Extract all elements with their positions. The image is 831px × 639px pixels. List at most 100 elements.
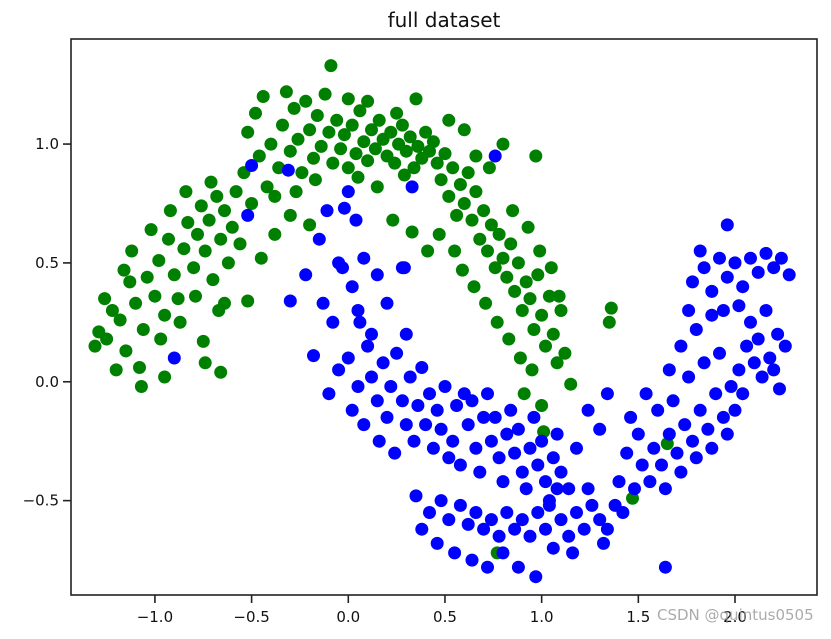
scatter-point-blue bbox=[740, 339, 754, 353]
scatter-point-blue bbox=[693, 403, 707, 417]
scatter-point-blue bbox=[519, 482, 533, 496]
chart-title: full dataset bbox=[387, 8, 501, 32]
scatter-point-blue bbox=[593, 513, 607, 527]
scatter-point-blue bbox=[426, 441, 440, 455]
scatter-point-green bbox=[105, 304, 119, 317]
scatter-point-green bbox=[455, 263, 469, 277]
scatter-point-blue bbox=[682, 304, 696, 317]
scatter-point-blue bbox=[361, 339, 375, 353]
scatter-point-blue bbox=[332, 363, 346, 377]
scatter-point-green bbox=[353, 104, 367, 118]
scatter-point-blue bbox=[409, 489, 423, 503]
scatter-point-blue bbox=[515, 513, 529, 527]
scatter-point-blue bbox=[771, 327, 785, 341]
scatter-point-green bbox=[421, 244, 435, 258]
scatter-point-green bbox=[119, 344, 133, 358]
scatter-point-blue bbox=[658, 560, 672, 574]
scatter-point-green bbox=[299, 94, 313, 108]
scatter-point-blue bbox=[616, 506, 630, 519]
scatter-point-blue bbox=[442, 451, 456, 465]
scatter-point-green bbox=[419, 125, 433, 139]
scatter-point-green bbox=[167, 268, 181, 282]
scatter-point-blue bbox=[484, 513, 498, 527]
scatter-point-green bbox=[426, 135, 440, 149]
scatter-point-green bbox=[506, 204, 520, 218]
scatter-point-blue bbox=[376, 356, 390, 370]
scatter-point-blue bbox=[403, 370, 417, 384]
scatter-point-green bbox=[535, 399, 549, 412]
scatter-point-blue bbox=[492, 529, 506, 543]
scatter-point-blue bbox=[423, 387, 436, 401]
scatter-point-green bbox=[214, 232, 228, 246]
scatter-point-blue bbox=[658, 482, 672, 496]
scatter-point-blue bbox=[662, 427, 676, 441]
x-tick-label: 0.0 bbox=[336, 608, 360, 626]
scatter-point-green bbox=[511, 256, 525, 270]
scatter-point-green bbox=[345, 118, 359, 132]
scatter-point-blue bbox=[523, 441, 537, 455]
scatter-point-blue bbox=[399, 418, 413, 432]
scatter-point-green bbox=[322, 125, 336, 139]
scatter-point-green bbox=[504, 237, 518, 251]
x-tick-label: 1.0 bbox=[530, 608, 554, 626]
scatter-point-blue bbox=[316, 296, 330, 310]
scatter-point-green bbox=[144, 223, 158, 237]
x-tick-label: −0.5 bbox=[233, 608, 269, 626]
scatter-point-blue bbox=[539, 475, 552, 489]
scatter-point-blue bbox=[365, 327, 378, 341]
scatter-point-green bbox=[430, 156, 444, 170]
scatter-point-green bbox=[276, 118, 289, 132]
x-tick-label: 0.5 bbox=[433, 608, 457, 626]
scatter-point-green bbox=[330, 113, 344, 127]
scatter-point-blue bbox=[312, 232, 326, 246]
scatter-point-blue bbox=[751, 332, 765, 346]
scatter-point-green bbox=[550, 356, 564, 370]
scatter-point-blue bbox=[496, 546, 510, 560]
scatter-point-blue bbox=[388, 446, 402, 460]
scatter-point-blue bbox=[585, 498, 599, 512]
scatter-point-blue bbox=[705, 284, 719, 298]
scatter-point-green bbox=[490, 315, 504, 329]
scatter-point-blue bbox=[678, 418, 692, 432]
scatter-point-blue bbox=[597, 536, 610, 550]
scatter-point-green bbox=[370, 180, 384, 194]
scatter-point-blue bbox=[759, 304, 773, 317]
scatter-point-blue bbox=[720, 218, 734, 232]
scatter-point-green bbox=[196, 334, 210, 348]
scatter-point-blue bbox=[674, 465, 688, 479]
scatter-point-green bbox=[140, 270, 154, 284]
scatter-point-blue bbox=[415, 361, 429, 374]
scatter-point-green bbox=[384, 125, 398, 139]
scatter-point-green bbox=[527, 323, 541, 336]
scatter-point-green bbox=[202, 213, 216, 227]
scatter-point-blue bbox=[508, 522, 522, 536]
scatter-point-blue bbox=[349, 213, 363, 227]
scatter-point-green bbox=[295, 166, 309, 180]
scatter-point-blue bbox=[245, 159, 259, 172]
scatter-point-blue bbox=[759, 246, 773, 260]
scatter-point-green bbox=[245, 197, 259, 210]
scatter-point-blue bbox=[716, 410, 730, 424]
scatter-point-green bbox=[225, 220, 239, 234]
scatter-point-green bbox=[287, 101, 301, 115]
scatter-point-blue bbox=[395, 394, 409, 408]
scatter-point-green bbox=[351, 170, 365, 184]
scatter-point-blue bbox=[461, 517, 475, 531]
scatter-point-blue bbox=[767, 261, 781, 275]
scatter-point-blue bbox=[639, 387, 653, 401]
scatter-point-blue bbox=[554, 513, 568, 527]
scatter-point-green bbox=[434, 173, 448, 187]
scatter-point-blue bbox=[531, 458, 545, 472]
scatter-point-green bbox=[432, 227, 446, 241]
scatter-point-green bbox=[372, 113, 386, 127]
scatter-point-blue bbox=[686, 275, 699, 289]
scatter-point-green bbox=[521, 220, 535, 234]
scatter-point-green bbox=[279, 85, 293, 99]
scatter-point-blue bbox=[450, 399, 464, 412]
scatter-point-green bbox=[314, 139, 328, 153]
scatter-point-blue bbox=[705, 308, 719, 322]
scatter-point-green bbox=[163, 204, 177, 218]
scatter-point-blue bbox=[774, 251, 788, 265]
scatter-point-green bbox=[189, 289, 202, 303]
scatter-point-blue bbox=[523, 529, 537, 543]
